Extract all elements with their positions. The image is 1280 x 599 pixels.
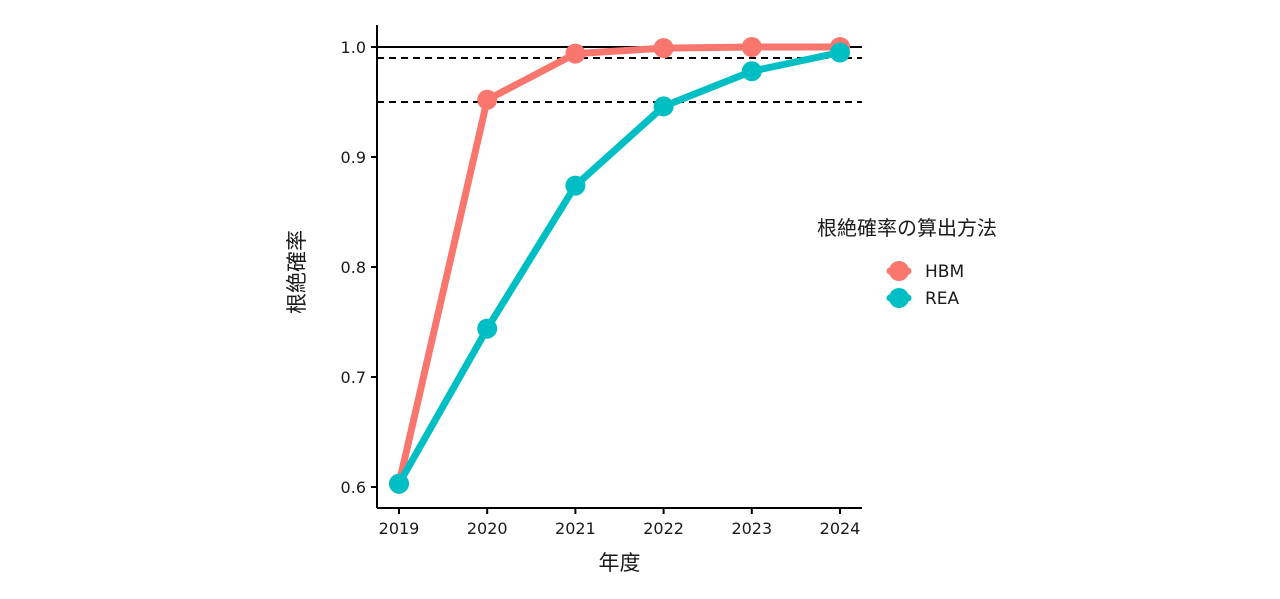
series-line-hbm [395,43,844,488]
data-point-hbm [741,37,762,57]
legend: 根絶確率の算出方法 HBM REA [817,216,997,309]
y-tick-label: 0.6 [341,478,366,497]
y-tick-label: 0.8 [341,258,366,277]
y-tick-label: 0.9 [341,148,366,167]
y-ticks: 0.6 0.7 0.8 0.9 1.0 [341,38,377,497]
legend-key-point-rea [889,288,909,308]
series-line-rea [395,49,844,488]
data-point-hbm [477,89,498,110]
data-point-rea [741,61,762,82]
legend-key-point-hbm [889,261,909,281]
data-point-rea [565,175,586,196]
x-ticks: 2019 2020 2021 2022 2023 2024 [379,508,861,538]
x-tick-label: 2023 [731,519,772,538]
data-point-rea [477,318,498,339]
x-tick-label: 2020 [467,519,508,538]
data-point-hbm [653,38,674,59]
reference-lines [377,46,862,103]
legend-label-rea: REA [925,289,960,309]
x-tick-label: 2022 [643,519,684,538]
x-axis-title: 年度 [599,551,641,575]
data-point-rea [389,473,409,494]
x-tick-label: 2021 [555,519,596,538]
y-tick-label: 0.7 [341,368,366,387]
y-tick-label: 1.0 [341,38,366,57]
x-tick-label: 2024 [820,519,861,538]
data-point-hbm [565,43,586,64]
series-points [389,37,850,494]
legend-title: 根絶確率の算出方法 [817,216,997,240]
series-lines [395,43,844,488]
y-axis-title: 根絶確率 [285,230,309,314]
legend-label-hbm: HBM [925,262,964,282]
data-point-rea [830,42,850,63]
x-tick-label: 2019 [379,519,420,538]
data-point-rea [653,96,674,117]
